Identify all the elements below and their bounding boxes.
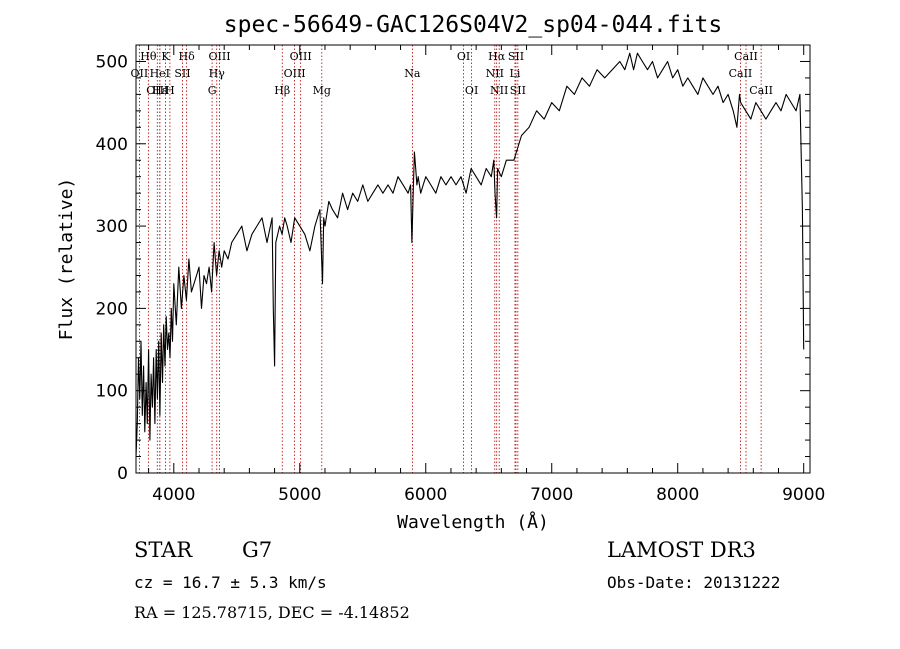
x-tick-label: 4000: [152, 485, 195, 505]
x-tick-label: 8000: [656, 485, 699, 505]
y-tick-label: 300: [96, 217, 128, 237]
spectral-line-label: K: [161, 50, 170, 63]
y-axis-label: Flux (relative): [56, 178, 77, 341]
spectral-line-label: CaII: [749, 84, 773, 97]
observation-date: Obs-Date: 20131222: [607, 573, 781, 592]
spectral-line-label: NII: [490, 84, 508, 97]
spectral-line-label: OIII: [208, 50, 230, 63]
object-class: STAR: [134, 538, 193, 562]
spectral-line-label: OIII: [290, 50, 312, 63]
y-tick-label: 400: [96, 135, 128, 155]
spectral-line-label: SII: [508, 50, 524, 63]
coordinates-readout: RA = 125.78715, DEC = -4.14852: [134, 603, 410, 622]
chart-title: spec-56649-GAC126S04V2_sp04-044.fits: [224, 12, 723, 38]
x-tick-label: 7000: [530, 485, 573, 505]
spectral-line-label: SII: [510, 84, 526, 97]
spectral-line-label: CaII: [729, 67, 753, 80]
spectral-line-label: SII: [174, 67, 190, 80]
spectrum-series-line: [135, 52, 805, 457]
spectral-line-label: Hβ: [274, 84, 290, 97]
spectral-line-label: Hδ: [179, 50, 196, 63]
redshift-readout: cz = 16.7 ± 5.3 km/s: [134, 573, 327, 592]
y-tick-label: 0: [117, 464, 128, 484]
y-tick-label: 100: [96, 382, 128, 402]
spectral-line-label: Hε: [152, 84, 168, 97]
spectral-line-label: Hθ: [140, 50, 157, 63]
spectral-subclass: G7: [242, 538, 273, 562]
spectral-line-label: CaII: [734, 50, 758, 63]
spectral-line-label: H: [165, 84, 175, 97]
spectral-line-label: OIII: [284, 67, 306, 80]
y-tick-label: 200: [96, 299, 128, 319]
spectral-line-label: Hα: [488, 50, 506, 63]
survey-release: LAMOST DR3: [607, 538, 756, 562]
spectral-line-label: G: [208, 84, 217, 97]
spectral-line-label: OII: [131, 67, 149, 80]
spectral-line-label: NII: [486, 67, 504, 80]
y-tick-label: 500: [96, 52, 128, 72]
spectral-line-label: Hγ: [209, 67, 226, 80]
x-tick-label: 9000: [782, 485, 825, 505]
spectral-line-label: HeI: [150, 67, 170, 80]
spectral-line-label: OIII: [146, 84, 168, 97]
x-axis-label: Wavelength (Å): [397, 511, 549, 533]
spectral-line-label: Mg: [313, 84, 331, 97]
x-tick-label: 6000: [404, 485, 447, 505]
spectral-line-label: OI: [465, 84, 478, 97]
spectral-line-label: OI: [457, 50, 470, 63]
spectral-line-label: Na: [404, 67, 421, 80]
x-tick-label: 5000: [278, 485, 321, 505]
plot-frame: [135, 44, 811, 474]
spectral-line-label: Li: [510, 67, 521, 80]
